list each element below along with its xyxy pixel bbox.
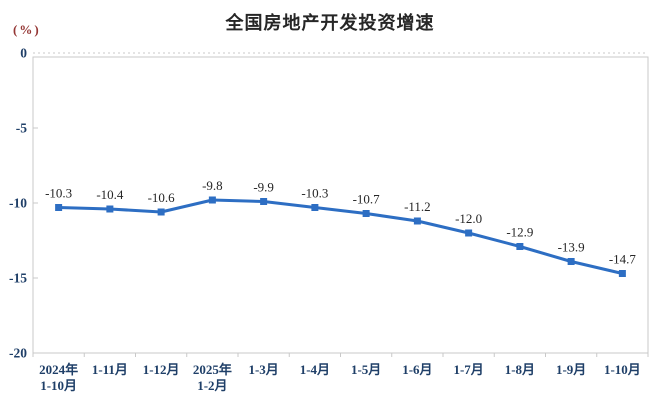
x-axis-category-label: 1-4月 bbox=[300, 362, 330, 377]
y-axis-tick-label: -15 bbox=[9, 271, 27, 286]
data-point-marker bbox=[567, 258, 575, 265]
data-point-marker bbox=[618, 270, 626, 277]
x-axis-category-label: 1-5月 bbox=[351, 362, 381, 377]
x-axis-category-label: 1-3月 bbox=[248, 362, 278, 377]
data-point-marker bbox=[516, 243, 524, 250]
data-point-label: -13.9 bbox=[558, 240, 585, 255]
data-point-marker bbox=[157, 208, 165, 216]
y-axis-unit-label: (%) bbox=[13, 22, 41, 37]
data-point-label: -10.7 bbox=[353, 192, 381, 207]
data-point-marker bbox=[311, 204, 319, 211]
x-axis-category-label: 1-6月 bbox=[402, 362, 432, 377]
y-axis-tick-label: -20 bbox=[9, 346, 27, 361]
data-point-marker bbox=[55, 204, 63, 211]
x-axis-category-label: 2024年 1-10月 bbox=[39, 362, 78, 393]
data-point-marker bbox=[465, 229, 473, 237]
data-point-label: -10.3 bbox=[301, 186, 328, 201]
x-axis-category-label: 1-11月 bbox=[92, 362, 128, 377]
data-point-label: -14.7 bbox=[609, 252, 637, 267]
data-point-label: -10.6 bbox=[148, 190, 176, 205]
plot-border bbox=[32, 56, 649, 354]
x-axis-category-label: 1-7月 bbox=[453, 362, 483, 377]
y-axis-tick-label: -5 bbox=[16, 121, 27, 136]
data-point-marker bbox=[208, 196, 216, 204]
x-axis-category-label: 1-12月 bbox=[143, 362, 180, 377]
x-axis-category-label: 1-9月 bbox=[556, 362, 586, 377]
y-axis-tick-label: 0 bbox=[20, 46, 27, 61]
x-axis-category-label: 1-10月 bbox=[604, 362, 641, 377]
data-point-marker bbox=[362, 210, 370, 217]
data-point-label: -9.8 bbox=[202, 178, 223, 193]
data-point-label: -11.2 bbox=[404, 199, 431, 214]
data-point-label: -12.9 bbox=[506, 225, 533, 240]
data-point-label: -9.9 bbox=[253, 180, 274, 195]
data-point-marker bbox=[106, 205, 114, 213]
data-point-marker bbox=[413, 217, 421, 225]
data-line bbox=[57, 198, 624, 275]
chart-title: 全国房地产开发投资增速 bbox=[225, 13, 435, 33]
data-point-label: -10.4 bbox=[96, 187, 124, 202]
x-axis-category-label: 1-8月 bbox=[505, 362, 535, 377]
data-point-label: -10.3 bbox=[45, 186, 72, 201]
x-axis-category-label: 2025年 1-2月 bbox=[193, 362, 232, 393]
data-point-marker bbox=[260, 198, 268, 205]
data-point-label: -12.0 bbox=[455, 211, 482, 226]
y-axis-tick-label: -10 bbox=[9, 196, 27, 211]
